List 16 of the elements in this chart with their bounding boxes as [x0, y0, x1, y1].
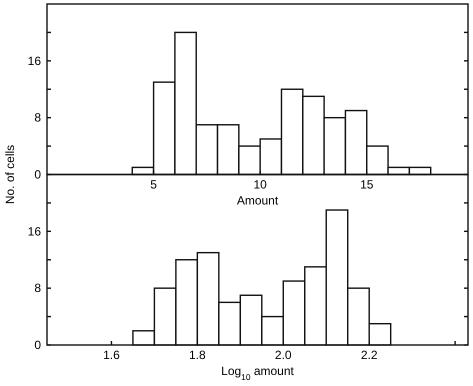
x-tick-label: 2.0 — [274, 348, 292, 362]
x-axis-title: Log$_{10}$ amount — [221, 364, 295, 382]
y-tick-label: 8 — [34, 110, 42, 125]
x-tick-label: 15 — [360, 178, 374, 192]
y-tick-label: 16 — [28, 54, 42, 68]
y-tick-label: 16 — [28, 224, 42, 238]
x-axis-title: Amount — [236, 194, 279, 208]
y-axis-title: No. of cells — [3, 144, 17, 204]
x-tick-label: 2.2 — [360, 348, 378, 362]
x-tick-label: 1.6 — [103, 348, 120, 362]
y-tick-label: 0 — [34, 338, 42, 352]
x-tick-label: 5 — [150, 178, 158, 192]
x-tick-label: 1.8 — [189, 348, 206, 362]
x-tick-label: 10 — [253, 178, 268, 192]
y-tick-label: 8 — [34, 281, 42, 296]
y-tick-label: 0 — [34, 168, 42, 182]
